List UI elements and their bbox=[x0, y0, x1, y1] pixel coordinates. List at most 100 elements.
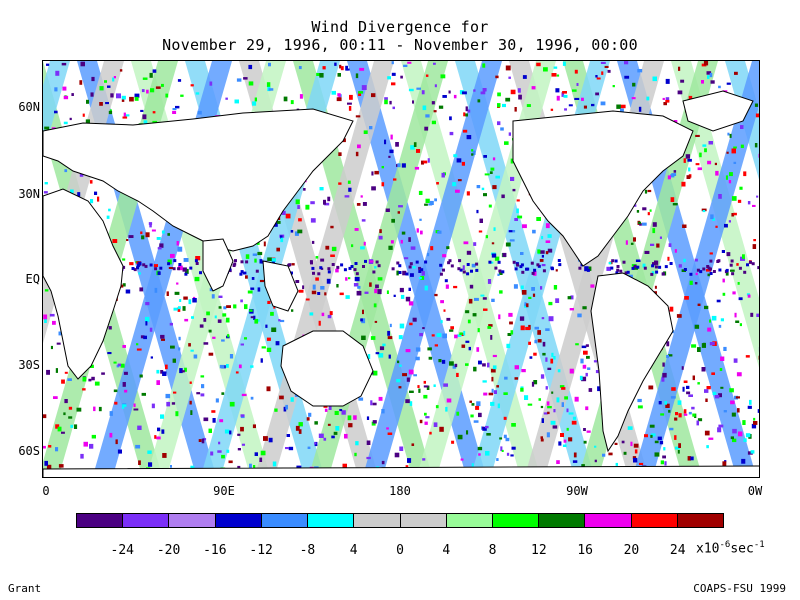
divergence-cell bbox=[276, 247, 280, 252]
divergence-cell bbox=[691, 344, 697, 348]
divergence-cell bbox=[174, 291, 180, 295]
divergence-cell bbox=[579, 375, 583, 381]
divergence-cell bbox=[536, 217, 541, 221]
divergence-cell bbox=[375, 284, 379, 289]
divergence-cell bbox=[550, 420, 556, 425]
divergence-cell bbox=[519, 265, 523, 269]
divergence-cell bbox=[697, 382, 700, 385]
divergence-cell bbox=[584, 266, 589, 272]
divergence-cell bbox=[381, 166, 384, 169]
divergence-cell bbox=[540, 405, 544, 409]
divergence-cell bbox=[326, 278, 331, 284]
divergence-cell bbox=[624, 271, 628, 275]
divergence-cell bbox=[122, 283, 126, 287]
divergence-cell bbox=[108, 326, 112, 330]
divergence-cell bbox=[372, 402, 377, 406]
divergence-cell bbox=[421, 90, 425, 95]
divergence-cell bbox=[279, 395, 284, 400]
divergence-cell bbox=[671, 387, 676, 391]
divergence-cell bbox=[715, 170, 719, 176]
divergence-cell bbox=[699, 270, 703, 274]
divergence-cell bbox=[91, 76, 95, 82]
divergence-cell bbox=[232, 264, 236, 267]
divergence-cell bbox=[702, 267, 706, 271]
divergence-cell bbox=[146, 89, 149, 94]
lat-label-60s: 60S bbox=[18, 444, 40, 458]
divergence-cell bbox=[662, 455, 666, 459]
divergence-cell bbox=[400, 294, 405, 299]
divergence-cell bbox=[456, 158, 462, 163]
divergence-cell bbox=[438, 359, 442, 363]
divergence-cell bbox=[407, 61, 412, 64]
divergence-cell bbox=[753, 421, 758, 425]
divergence-cell bbox=[612, 85, 615, 88]
landmass bbox=[43, 188, 124, 380]
divergence-cell bbox=[408, 237, 411, 242]
divergence-cell bbox=[212, 336, 216, 339]
divergence-cell bbox=[678, 443, 681, 448]
divergence-cell bbox=[491, 376, 494, 382]
divergence-cell bbox=[315, 256, 319, 259]
divergence-cell bbox=[235, 371, 239, 374]
divergence-cell bbox=[695, 272, 698, 276]
divergence-cell bbox=[541, 264, 546, 267]
divergence-cell bbox=[518, 94, 522, 100]
divergence-cell bbox=[492, 365, 497, 370]
divergence-cell bbox=[756, 313, 759, 317]
divergence-cell bbox=[168, 267, 174, 269]
divergence-cell bbox=[496, 385, 499, 388]
divergence-cell bbox=[520, 252, 524, 255]
divergence-cell bbox=[503, 434, 507, 439]
divergence-cell bbox=[704, 389, 709, 393]
divergence-cell bbox=[260, 358, 263, 363]
divergence-cell bbox=[154, 267, 158, 271]
divergence-cell bbox=[614, 442, 618, 445]
divergence-cell bbox=[250, 316, 254, 319]
divergence-cell bbox=[290, 100, 294, 105]
lon-label-0w: 0W bbox=[747, 484, 763, 498]
divergence-cell bbox=[314, 421, 318, 425]
divergence-cell bbox=[525, 326, 530, 331]
divergence-cell bbox=[542, 269, 546, 273]
divergence-cell bbox=[145, 232, 150, 238]
divergence-cell bbox=[433, 110, 437, 113]
divergence-cell bbox=[155, 86, 161, 89]
divergence-cell bbox=[317, 272, 321, 276]
divergence-cell bbox=[749, 399, 752, 405]
divergence-cell bbox=[184, 272, 188, 276]
divergence-cell bbox=[312, 284, 316, 290]
divergence-cell bbox=[633, 265, 638, 270]
divergence-cell bbox=[139, 374, 143, 378]
divergence-cell bbox=[259, 457, 263, 462]
divergence-cell bbox=[691, 406, 695, 410]
divergence-cell bbox=[526, 104, 531, 107]
divergence-cell bbox=[366, 440, 371, 445]
divergence-cell bbox=[686, 385, 690, 389]
colorbar-label: 4 bbox=[442, 543, 451, 558]
divergence-cell bbox=[734, 71, 738, 75]
divergence-cell bbox=[209, 288, 213, 292]
divergence-cell bbox=[471, 403, 475, 406]
colorbar-segment bbox=[77, 514, 124, 527]
divergence-cell bbox=[545, 386, 548, 390]
divergence-cell bbox=[309, 312, 314, 316]
divergence-cell bbox=[43, 414, 47, 419]
divergence-cell bbox=[557, 259, 561, 262]
divergence-cell bbox=[448, 90, 451, 94]
divergence-cell bbox=[725, 272, 729, 276]
divergence-cell bbox=[179, 368, 183, 374]
divergence-cell bbox=[441, 172, 445, 178]
divergence-cell bbox=[355, 272, 359, 276]
divergence-cell bbox=[123, 112, 126, 117]
divergence-cell bbox=[418, 190, 423, 195]
divergence-cell bbox=[58, 464, 64, 468]
divergence-cell bbox=[254, 258, 257, 263]
divergence-cell bbox=[537, 339, 542, 343]
divergence-cell bbox=[465, 106, 468, 112]
divergence-cell bbox=[214, 315, 217, 319]
divergence-cell bbox=[398, 271, 402, 274]
divergence-cell bbox=[510, 454, 514, 457]
divergence-cell bbox=[288, 263, 292, 267]
colorbar-segment bbox=[677, 514, 724, 527]
divergence-cell bbox=[740, 125, 744, 129]
